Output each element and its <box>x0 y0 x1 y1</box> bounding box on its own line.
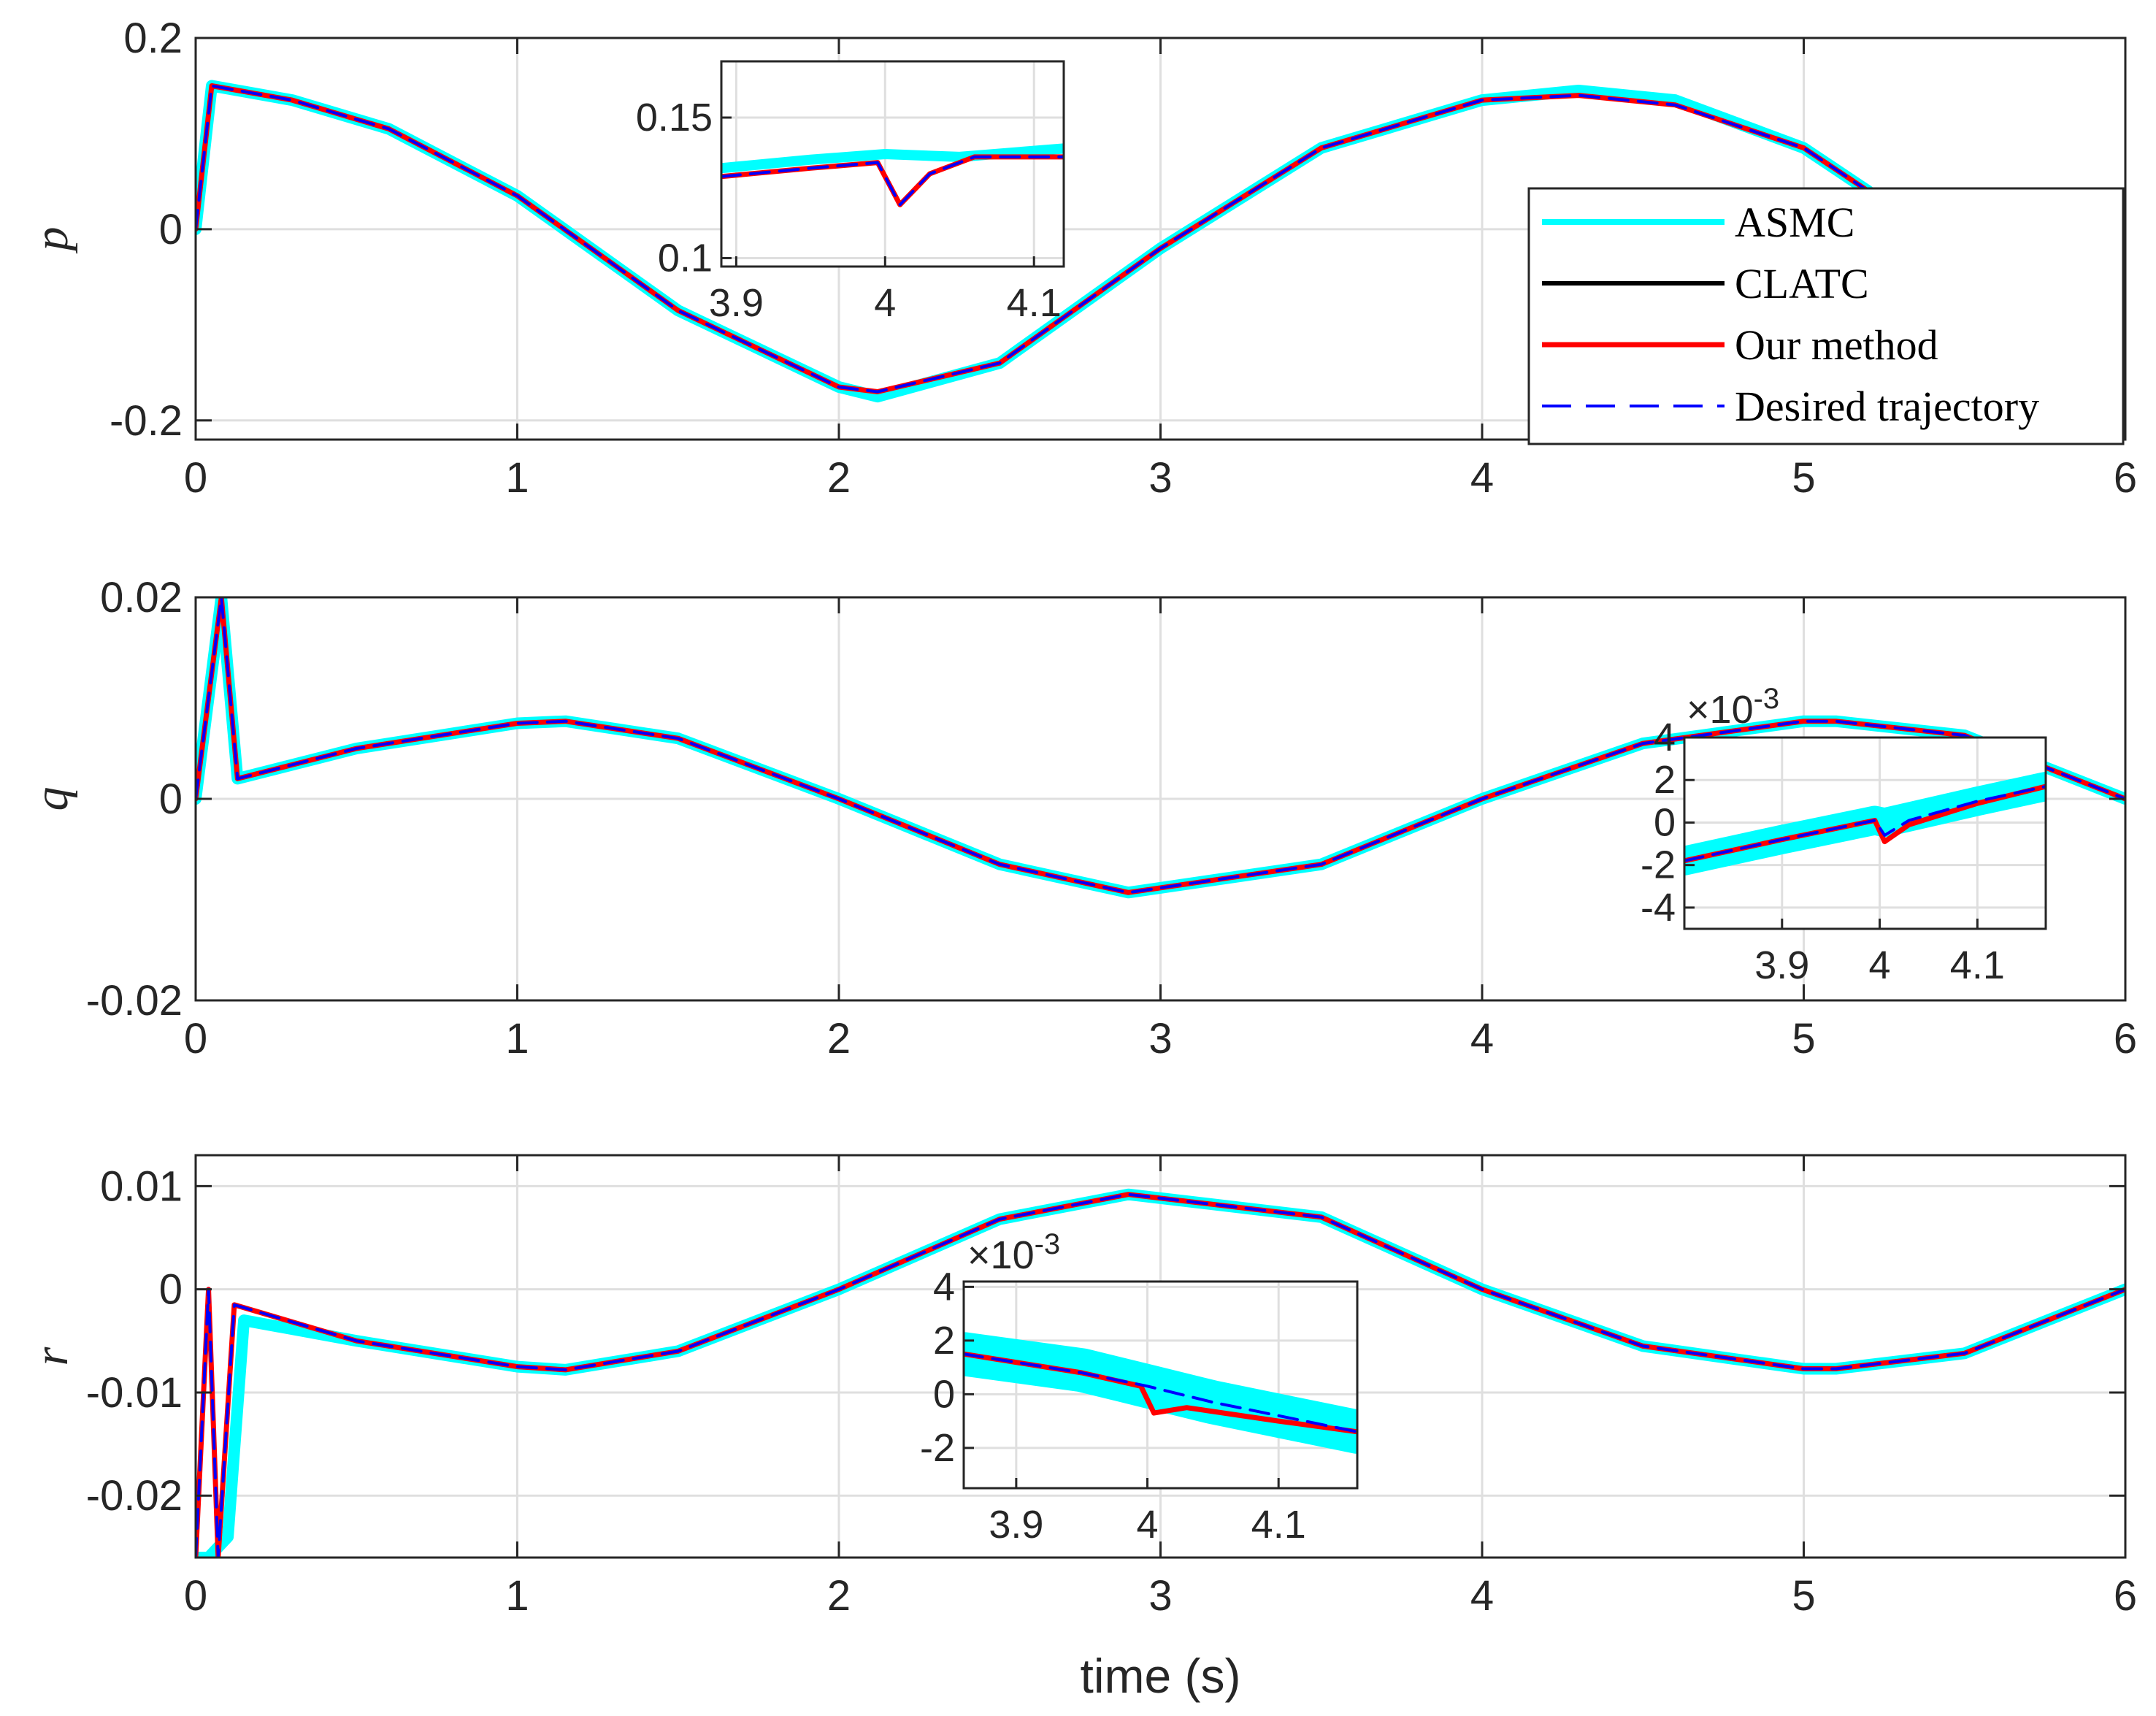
x-tick-label: 2 <box>827 454 851 502</box>
axes-r: 0 1 2 3 4 5 6 -0.02 -0.01 0 0.01 r time (s) 3.9 4 4.1 -2… <box>25 1154 2137 1703</box>
x-tick-label: 6 <box>2114 1015 2137 1062</box>
x-tick-label: 5 <box>1792 1015 1815 1062</box>
inset-line-desired-trajectory <box>1684 785 2046 862</box>
exponent-base: ×10 <box>1687 688 1754 732</box>
exponent-label: ×10-3 <box>1687 683 1779 732</box>
x-tick-label: 6 <box>2114 454 2137 502</box>
inset-y-tick-label: -2 <box>1641 843 1676 887</box>
x-tick-label: 2 <box>827 1572 851 1620</box>
y-axis-label: q <box>25 787 78 811</box>
inset-y-tick-label: 2 <box>933 1319 955 1363</box>
inset-y-tick-label: 0.1 <box>658 236 713 280</box>
y-tick-label: 0.01 <box>100 1162 183 1210</box>
inset-x-tick-label: 3.9 <box>989 1503 1043 1547</box>
x-tick-label: 3 <box>1148 454 1172 502</box>
legend-label: Desired trajectory <box>1735 383 2039 430</box>
inset-x-tick-label: 4 <box>1869 943 1891 987</box>
x-tick-label: 3 <box>1148 1572 1172 1620</box>
inset-y-tick-label: 0 <box>933 1372 955 1416</box>
inset-x-tick-label: 4 <box>874 281 896 325</box>
inset-y-tick-label: 4 <box>933 1265 955 1309</box>
inset-line-desired-trajectory <box>721 155 1064 207</box>
inset-x-tick-label: 3.9 <box>1754 943 1809 987</box>
series-line-desired-trajectory <box>196 1192 2125 1558</box>
x-tick-label: 0 <box>184 1015 207 1062</box>
inset-x-tick-label: 4.1 <box>1007 281 1062 325</box>
x-tick-label: 6 <box>2114 1572 2137 1620</box>
inset-y-tick-label: -2 <box>920 1426 955 1470</box>
inset-x-tick-label: 4.1 <box>1251 1503 1306 1547</box>
y-tick-label: 0.2 <box>123 15 183 62</box>
inset-y-tick-label: 0.15 <box>636 96 713 139</box>
x-tick-label: 4 <box>1470 454 1494 502</box>
x-tick-label: 1 <box>505 454 529 502</box>
y-tick-label: 0.02 <box>100 574 183 621</box>
y-axis-label: r <box>25 1347 78 1365</box>
y-tick-label: -0.2 <box>110 397 183 445</box>
legend-label: ASMC <box>1735 199 1854 246</box>
inset-frame <box>1683 736 2047 930</box>
legend-label: Our method <box>1735 321 1938 369</box>
y-axis-label: p <box>25 227 78 254</box>
x-tick-label: 4 <box>1470 1572 1494 1620</box>
series-line-desired-trajectory <box>196 597 2125 895</box>
exponent-power: -3 <box>1035 1228 1061 1260</box>
inset-y-tick-label: 2 <box>1654 758 1676 802</box>
x-tick-label: 0 <box>184 1572 207 1620</box>
inset-x-tick-label: 4 <box>1137 1503 1159 1547</box>
inset-line-desired-trajectory <box>964 1352 1357 1433</box>
inset-series-group <box>721 143 1064 207</box>
inset-axes: 3.9 4 4.1 -2 0 2 4 <box>920 1265 1359 1547</box>
x-tick-label: 1 <box>505 1015 529 1062</box>
inset-frame <box>720 60 1065 268</box>
inset-axes: 3.9 4 4.1 0.1 0.15 <box>636 60 1065 325</box>
y-tick-label: -0.02 <box>86 1472 183 1520</box>
inset-y-tick-label: -4 <box>1641 886 1676 930</box>
series-group <box>196 1188 2125 1558</box>
inset-y-tick-label: 0 <box>1654 800 1676 844</box>
series-group <box>196 80 1874 403</box>
x-tick-label: 5 <box>1792 454 1815 502</box>
exponent-base: ×10 <box>967 1233 1035 1277</box>
x-axis-label: time (s) <box>1081 1649 1241 1703</box>
x-tick-label: 3 <box>1148 1015 1172 1062</box>
y-tick-label: 0 <box>159 775 183 823</box>
inset-y-tick-label: 4 <box>1654 716 1676 759</box>
inset-x-tick-label: 3.9 <box>709 281 764 325</box>
inset-line-asmc <box>721 143 1064 174</box>
series-group <box>196 597 2125 899</box>
x-tick-label: 2 <box>827 1015 851 1062</box>
exponent-power: -3 <box>1754 683 1780 715</box>
legend-box <box>1527 187 2125 445</box>
inset-frame <box>962 1280 1359 1490</box>
inset-series-group <box>1684 772 2046 876</box>
legend: ASMC CLATC Our method Desired trajectory <box>1527 187 2125 445</box>
exponent-label: ×10-3 <box>967 1228 1060 1277</box>
inset-x-tick-label: 4.1 <box>1950 943 2005 987</box>
y-tick-label: 0 <box>159 206 183 253</box>
y-tick-label: -0.02 <box>86 977 183 1024</box>
x-tick-label: 5 <box>1792 1572 1815 1620</box>
y-tick-label: 0 <box>159 1266 183 1314</box>
x-tick-label: 4 <box>1470 1015 1494 1062</box>
y-tick-label: -0.01 <box>86 1369 183 1417</box>
series-line-desired-trajectory <box>196 84 1870 394</box>
x-tick-label: 0 <box>184 454 207 502</box>
x-tick-label: 1 <box>505 1572 529 1620</box>
legend-label: CLATC <box>1735 260 1869 307</box>
inset-series-group <box>964 1332 1357 1454</box>
